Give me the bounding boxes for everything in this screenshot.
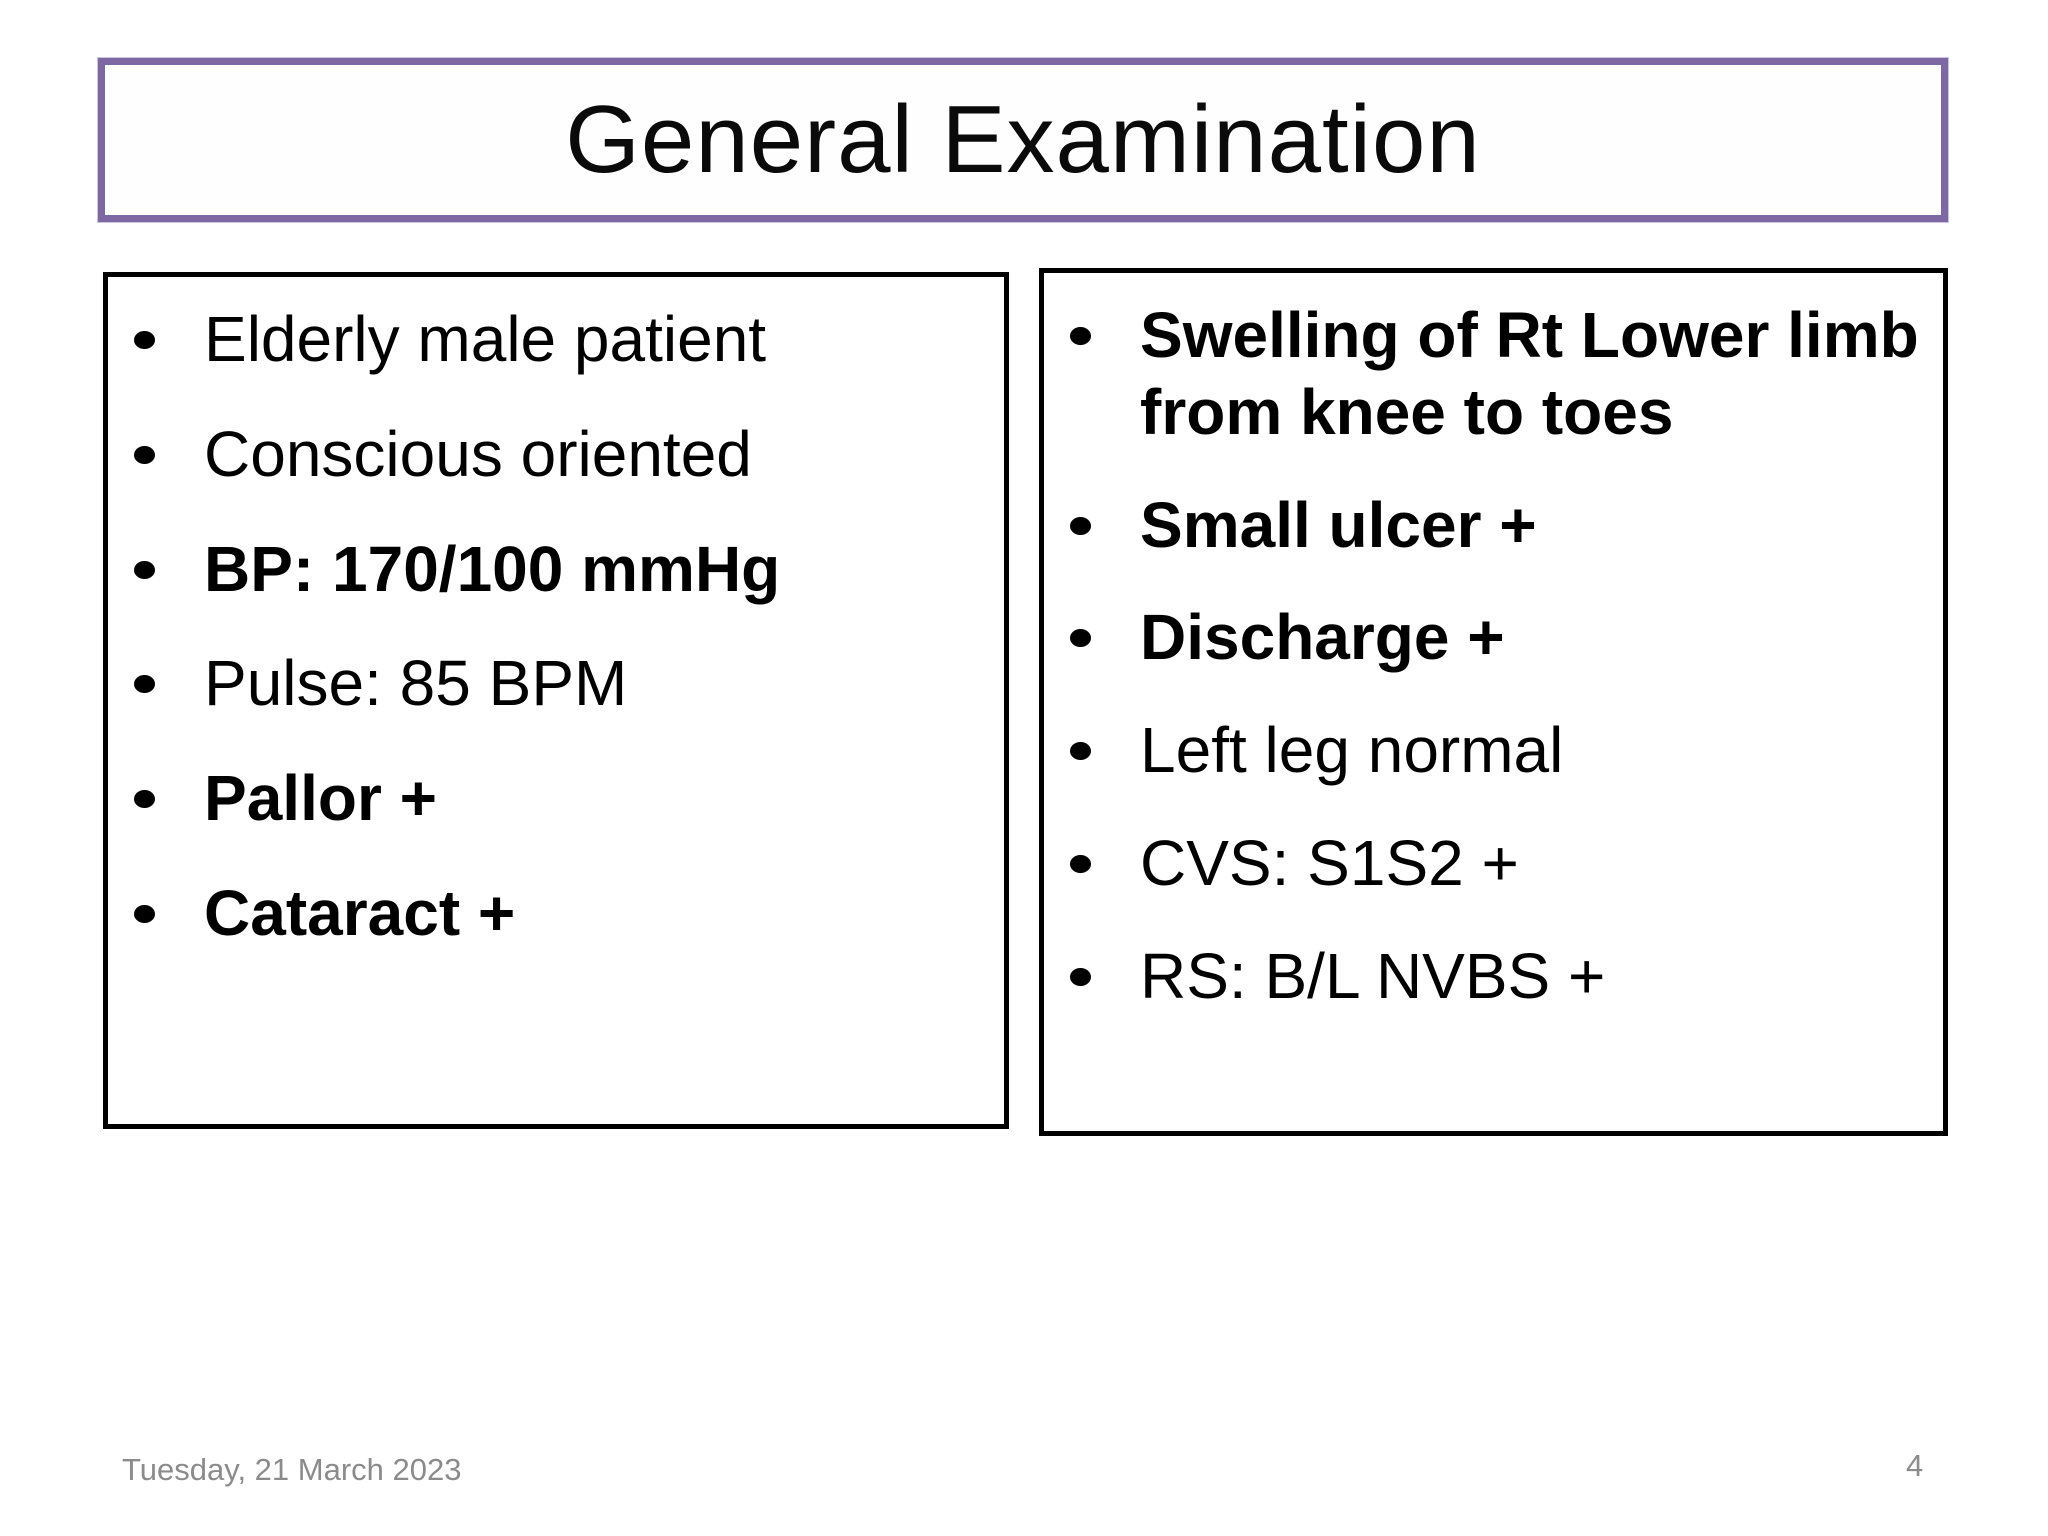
bullet-item: Conscious oriented [108,416,998,493]
bullet-item: BP: 170/100 mmHg [108,531,998,608]
page-number: 4 [1906,1448,1924,1483]
bullet-item: Pallor + [108,760,998,837]
left-text-box: Elderly male patient Conscious oriented … [103,272,1009,1129]
right-text-box: Swelling of Rt Lower limb from knee to t… [1039,268,1948,1136]
left-bullet-list: Elderly male patient Conscious oriented … [108,277,1004,952]
bullet-item: Cataract + [108,875,998,952]
right-bullet-list: Swelling of Rt Lower limb from knee to t… [1044,273,1943,1015]
bullet-item: Elderly male patient [108,301,998,378]
slide-title: General Examination [565,86,1481,193]
title-box: General Examination [98,58,1948,222]
bullet-item: Small ulcer + [1044,487,1937,564]
bullet-item: Swelling of Rt Lower limb from knee to t… [1044,297,1937,451]
bullet-item: CVS: S1S2 + [1044,825,1937,902]
bullet-item: Pulse: 85 BPM [108,645,998,722]
bullet-item: Discharge + [1044,599,1937,676]
footer-date: Tuesday, 21 March 2023 [122,1452,462,1487]
bullet-item: Left leg normal [1044,712,1937,789]
bullet-item: RS: B/L NVBS + [1044,938,1937,1015]
